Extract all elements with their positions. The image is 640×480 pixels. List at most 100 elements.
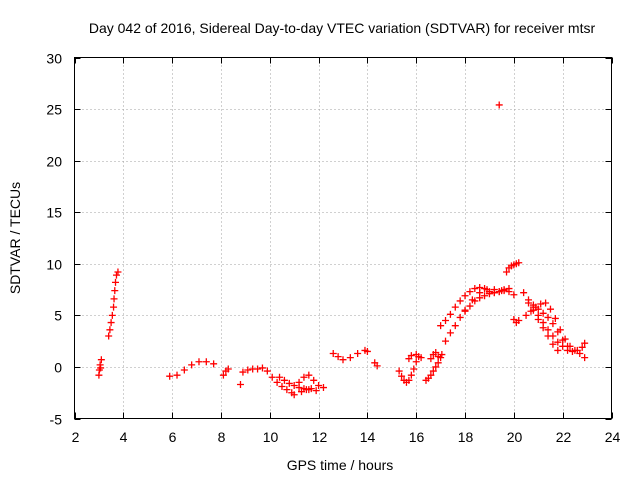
x-tick-label: 8 (218, 429, 226, 445)
data-point-arc-b (110, 303, 118, 311)
x-tick-label: 12 (312, 429, 328, 445)
data-point-arc-b (114, 268, 122, 276)
data-point-arc-c (173, 371, 181, 379)
data-point-arc-e (239, 368, 247, 376)
data-point-arc-p (456, 313, 464, 321)
data-point-arc-e (273, 378, 281, 386)
data-point-arc-a (97, 356, 105, 364)
data-point-arc-i (334, 353, 342, 361)
data-point-arc-i (354, 350, 362, 358)
data-point-arc-k (410, 365, 418, 373)
data-point-arc-j (373, 362, 381, 370)
y-tick-label: 30 (46, 51, 62, 67)
y-tick-label: 5 (54, 308, 62, 324)
data-point-arc-u (551, 314, 559, 322)
data-point-arc-c (188, 361, 196, 369)
y-tick-label: 10 (46, 257, 62, 273)
x-tick-label: 10 (263, 429, 279, 445)
data-point-arc-g (315, 381, 323, 389)
y-tick-label: 0 (54, 360, 62, 376)
data-point-arc-b (108, 311, 116, 319)
data-point-arc-f (290, 381, 298, 389)
data-point-arc-b (110, 295, 118, 303)
x-tick-label: 22 (556, 429, 572, 445)
data-point-arc-a (97, 364, 105, 372)
data-point-arc-v (544, 332, 552, 340)
data-point-arc-c (195, 358, 203, 366)
data-point-arc-p (442, 337, 450, 345)
data-point-arc-p (466, 302, 474, 310)
data-point-arc-p (505, 288, 513, 296)
data-point-arc-u (546, 305, 554, 313)
x-tick-labels: 2 4 6 8 10 12 14 16 18 20 22 24 (72, 429, 621, 445)
data-point-arc-h (307, 385, 315, 393)
data-point-arc-q (461, 306, 469, 314)
axis-ticks (74, 57, 613, 420)
data-point-arc-w (559, 336, 567, 344)
data-point-arc-v (534, 315, 542, 323)
data-point-arc-t (581, 339, 589, 347)
data-point-arc-e (258, 364, 266, 372)
data-point-arc-d (219, 371, 227, 379)
data-point-arc-m (432, 363, 440, 371)
data-point-arc-u (522, 311, 530, 319)
data-point-arc-u (571, 346, 579, 354)
data-point-arc-k (395, 367, 403, 375)
y-tick-labels: -5 0 5 10 15 20 25 30 (46, 51, 62, 428)
y-tick-label: 25 (46, 102, 62, 118)
data-point-arc-b (106, 326, 114, 334)
data-point-arc-b (112, 278, 120, 286)
plot-frame (74, 57, 612, 419)
data-point-arc-g (300, 373, 308, 381)
data-point-arc-m (438, 351, 446, 359)
data-point-arc-c (210, 360, 218, 368)
data-point-arc-q (498, 287, 506, 295)
data-point-arc-w (554, 328, 562, 336)
data-point-arc-m (427, 371, 435, 379)
data-point-arc-i (363, 347, 371, 355)
data-point-arc-h (298, 388, 306, 396)
data-point-arc-r (515, 259, 523, 267)
data-point-arc-v (539, 324, 547, 332)
data-point-arc-o (471, 285, 479, 293)
data-point-arc-p (485, 290, 493, 298)
data-point-arc-c (180, 366, 188, 374)
data-point-arc-n (427, 355, 435, 363)
data-point-arc-l (417, 354, 425, 362)
data-points (95, 101, 589, 399)
x-axis-label: GPS time / hours (287, 457, 394, 473)
data-point-arc-d (224, 365, 232, 373)
data-point-arc-o (442, 317, 450, 325)
data-point-arc-g (295, 378, 303, 386)
data-point-arc-e (268, 373, 276, 381)
data-point-arc-o (456, 297, 464, 305)
data-point-arc-w (534, 305, 542, 313)
x-tick-label: 2 (72, 429, 80, 445)
data-point-arc-t (544, 326, 552, 334)
data-point-arc-e (244, 366, 252, 374)
data-point-arc-p (446, 329, 454, 337)
data-point-arc-u (576, 350, 584, 358)
data-point-arc-f (280, 376, 288, 384)
data-point-arc-p (451, 322, 459, 330)
data-point-arc-v (554, 346, 562, 354)
data-point-arc-r (503, 268, 511, 276)
data-point-arc-t (520, 289, 528, 297)
x-tick-label: 6 (169, 429, 177, 445)
data-point-arc-k (412, 358, 420, 366)
grid-lines (74, 57, 612, 419)
data-point-arc-w (529, 301, 537, 309)
data-point-arc-v (525, 299, 533, 307)
y-axis-label: SDTVAR / TECUs (7, 182, 23, 294)
y-tick-label: 20 (46, 154, 62, 170)
data-point-arc-m (429, 367, 437, 375)
data-point-arc-w (549, 320, 557, 328)
data-point-arc-o (461, 292, 469, 300)
data-point-arc-k (407, 371, 415, 379)
data-point-arc-w (539, 309, 547, 317)
data-point-arc-o (466, 288, 474, 296)
data-point-arc-f (276, 373, 284, 381)
data-point-arc-g (310, 376, 318, 384)
data-point-arc-b (105, 332, 113, 340)
